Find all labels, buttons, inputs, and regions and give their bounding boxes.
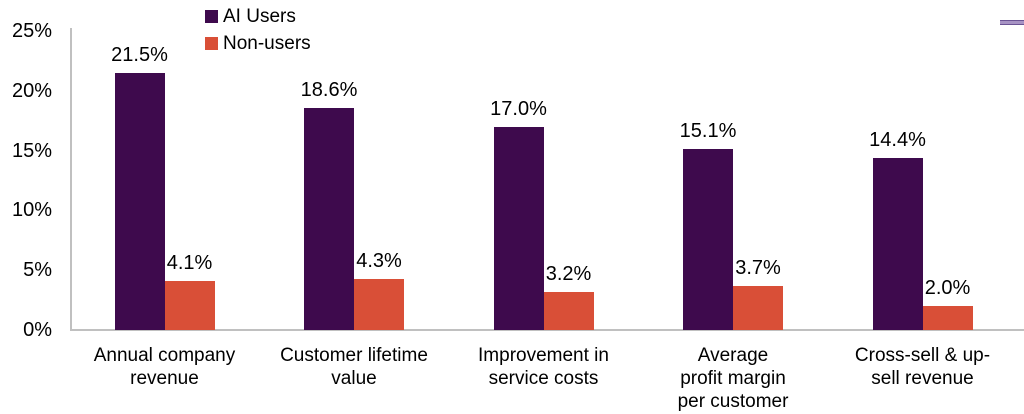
bar-ai-users [683,149,733,330]
bar-non-users [164,280,215,330]
bar-ai-users [872,157,923,330]
bar-non-users [922,306,973,330]
bar-non-users [543,291,594,330]
legend-label-non-users: Non-users [223,33,311,54]
data-label: 14.4% [869,128,926,151]
data-label: 4.1% [166,251,213,274]
category-label: Improvement in service costs [449,344,639,390]
category-label-text: Improvement in service costs [478,345,609,389]
category-label-text: Annual company revenue [93,345,236,389]
data-label: 17.0% [490,97,547,120]
bar-non-users [354,278,404,330]
category-label-text: Customer lifetime value [280,345,428,389]
legend-label-ai-users: AI Users [223,6,296,27]
category-label-text: Average profit margin per customer [677,345,789,412]
y-axis-tick-label: 15% [11,139,52,162]
legend-swatch-ai-users [205,10,218,23]
category-label: Cross-sell & up-sell revenue [828,344,1018,390]
bar-ai-users [493,126,544,330]
data-label: 3.7% [735,256,781,279]
data-label: 2.0% [924,277,971,300]
category-label-text: Cross-sell & up-sell revenue [854,345,991,389]
data-label: 15.1% [679,120,737,143]
data-label: 3.2% [545,262,592,285]
x-axis-line [70,329,1024,331]
bar-ai-users [114,72,165,330]
bar-ai-users [304,107,354,330]
category-label: Customer lifetime value [259,344,449,390]
data-label: 18.6% [300,78,358,101]
y-axis-tick-label: 20% [11,79,52,102]
accent-line [1000,20,1024,25]
legend-swatch-non-users [205,37,218,50]
category-label: Annual company revenue [70,344,260,390]
y-axis-tick-label: 0% [23,319,52,341]
y-axis-tick-label: 10% [11,199,52,222]
bar-non-users [733,285,783,330]
legend: AI Users Non-users [205,3,311,57]
category-label: Average profit margin per customer [638,344,828,413]
legend-item-non-users: Non-users [205,30,311,57]
y-axis-line [70,28,72,331]
y-axis-tick-label: 25% [11,20,52,42]
y-axis-tick-label: 5% [23,259,52,282]
data-label: 21.5% [111,43,168,66]
legend-item-ai-users: AI Users [205,3,311,30]
data-label: 4.3% [356,249,402,272]
